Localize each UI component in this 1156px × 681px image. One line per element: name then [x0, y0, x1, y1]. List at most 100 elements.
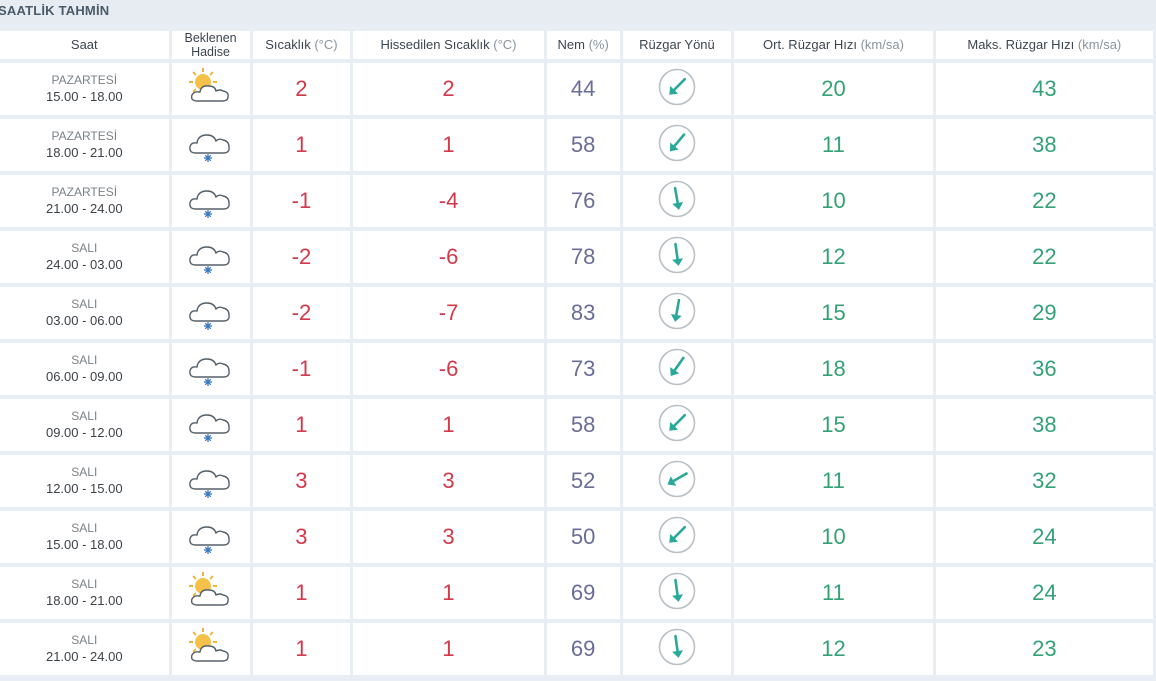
- humidity-cell: 58: [546, 119, 620, 171]
- temperature-value: 3: [295, 468, 308, 493]
- feels-like-value: 1: [442, 580, 455, 605]
- temperature-value: -2: [291, 244, 312, 269]
- time-range: 09.00 - 12.00: [45, 425, 123, 440]
- event-cell: [171, 231, 250, 283]
- header-time: Saat: [0, 31, 169, 59]
- wind-direction-cell: [622, 63, 732, 115]
- time-range: 12.00 - 15.00: [45, 481, 123, 496]
- feels-like-value: -6: [438, 356, 459, 381]
- temperature-value: 3: [295, 524, 308, 549]
- humidity-value: 52: [570, 468, 596, 493]
- snow-cloud-icon: [186, 459, 236, 499]
- humidity-cell: 76: [546, 175, 620, 227]
- temperature-value: -2: [291, 300, 312, 325]
- header-max-wind: Maks. Rüzgar Hızı (km/sa): [935, 31, 1153, 59]
- max-wind-value: 22: [1032, 188, 1057, 213]
- day-label: PAZARTESİ: [51, 129, 118, 143]
- time-cell: SALI 06.00 - 09.00: [0, 343, 169, 395]
- temperature-value: 1: [295, 636, 308, 661]
- day-label: SALI: [71, 297, 98, 311]
- humidity-cell: 44: [546, 63, 620, 115]
- max-wind-value: 43: [1032, 76, 1057, 101]
- max-wind-value: 24: [1032, 524, 1057, 549]
- feels-like-value: 3: [442, 524, 455, 549]
- max-wind-value: 38: [1032, 412, 1057, 437]
- time-cell: SALI 09.00 - 12.00: [0, 399, 169, 451]
- temperature-cell: 1: [252, 567, 351, 619]
- humidity-cell: 78: [546, 231, 620, 283]
- avg-wind-cell: 20: [734, 63, 933, 115]
- day-label: PAZARTESİ: [51, 185, 118, 199]
- feels-like-value: 1: [442, 412, 455, 437]
- time-cell: SALI 12.00 - 15.00: [0, 455, 169, 507]
- humidity-cell: 69: [546, 567, 620, 619]
- temperature-cell: 1: [252, 119, 351, 171]
- event-cell: [171, 119, 250, 171]
- table-row: SALI 09.00 - 12.00 1 1 58 15 38: [0, 399, 1153, 451]
- avg-wind-value: 11: [822, 132, 845, 157]
- partly-cloudy-icon: [186, 67, 236, 107]
- humidity-cell: 58: [546, 399, 620, 451]
- day-label: SALI: [71, 353, 98, 367]
- max-wind-cell: 22: [935, 231, 1153, 283]
- event-cell: [171, 343, 250, 395]
- time-range: 18.00 - 21.00: [45, 593, 123, 608]
- table-row: SALI 12.00 - 15.00 3 3 52 11 32: [0, 455, 1153, 507]
- day-label: SALI: [71, 521, 98, 535]
- table-row: SALI 24.00 - 03.00 -2 -6 78 12 22: [0, 231, 1153, 283]
- time-cell: PAZARTESİ 15.00 - 18.00: [0, 63, 169, 115]
- temperature-cell: -2: [252, 231, 351, 283]
- avg-wind-value: 10: [821, 524, 846, 549]
- table-row: PAZARTESİ 21.00 - 24.00 -1 -4 76 10 22: [0, 175, 1153, 227]
- wind-direction-cell: [622, 231, 732, 283]
- humidity-value: 58: [570, 412, 596, 437]
- header-row: Saat Beklenen Hadise Sıcaklık (°C) Hisse…: [0, 31, 1153, 59]
- partly-cloudy-icon: [186, 627, 236, 667]
- table-row: SALI 03.00 - 06.00 -2 -7 83 15 29: [0, 287, 1153, 339]
- feels-like-value: 3: [442, 468, 455, 493]
- time-cell: SALI 03.00 - 06.00: [0, 287, 169, 339]
- day-label: SALI: [71, 577, 98, 591]
- snow-cloud-icon: [186, 515, 236, 555]
- table-row: SALI 21.00 - 24.00 1 1 69 12 23: [0, 623, 1153, 675]
- avg-wind-value: 12: [821, 244, 846, 269]
- wind-direction-icon: [657, 291, 697, 331]
- event-cell: [171, 511, 250, 563]
- wind-direction-icon: [657, 627, 697, 667]
- event-cell: [171, 399, 250, 451]
- day-label: PAZARTESİ: [51, 73, 118, 87]
- avg-wind-value: 15: [821, 412, 846, 437]
- day-label: SALI: [71, 409, 98, 423]
- wind-direction-icon: [657, 459, 697, 499]
- avg-wind-cell: 12: [734, 231, 933, 283]
- feels-like-value: -4: [438, 188, 459, 213]
- event-cell: [171, 567, 250, 619]
- snow-cloud-icon: [186, 235, 236, 275]
- avg-wind-cell: 10: [734, 175, 933, 227]
- wind-direction-cell: [622, 119, 732, 171]
- humidity-value: 76: [570, 188, 596, 213]
- wind-direction-cell: [622, 455, 732, 507]
- avg-wind-cell: 15: [734, 287, 933, 339]
- temperature-cell: -2: [252, 287, 351, 339]
- max-wind-value: 23: [1032, 636, 1057, 661]
- time-range: 06.00 - 09.00: [45, 369, 123, 384]
- day-label: SALI: [71, 241, 98, 255]
- header-wind-direction: Rüzgar Yönü: [622, 31, 732, 59]
- humidity-value: 83: [570, 300, 596, 325]
- temperature-cell: 1: [252, 399, 351, 451]
- feels-like-cell: 1: [353, 399, 544, 451]
- avg-wind-value: 20: [821, 76, 846, 101]
- avg-wind-value: 18: [821, 356, 846, 381]
- table-row: SALI 15.00 - 18.00 3 3 50 10 24: [0, 511, 1153, 563]
- temperature-value: 1: [295, 412, 308, 437]
- max-wind-cell: 24: [935, 511, 1153, 563]
- wind-direction-cell: [622, 567, 732, 619]
- event-cell: [171, 455, 250, 507]
- time-range: 24.00 - 03.00: [45, 257, 123, 272]
- max-wind-cell: 23: [935, 623, 1153, 675]
- header-event: Beklenen Hadise: [171, 31, 250, 59]
- temperature-value: 1: [295, 580, 308, 605]
- avg-wind-value: 12: [821, 636, 846, 661]
- event-cell: [171, 175, 250, 227]
